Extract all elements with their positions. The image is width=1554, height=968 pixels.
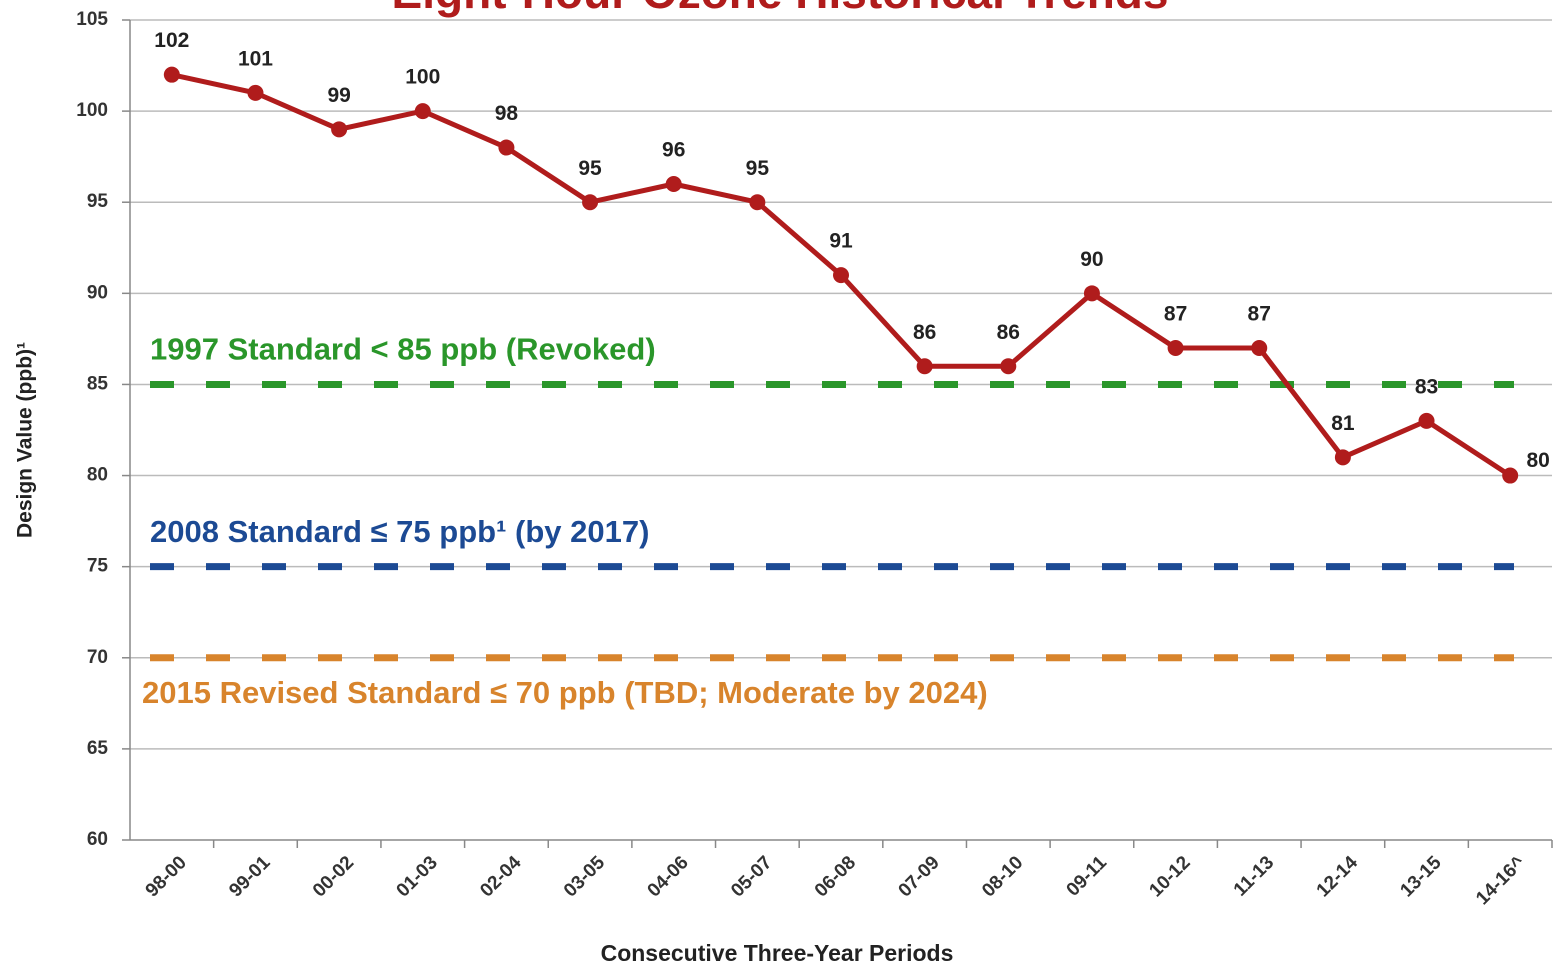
data-point (498, 139, 515, 156)
y-axis-label: Design Value (ppb)¹ (14, 342, 37, 538)
data-point (1000, 358, 1017, 375)
x-tick-label: 05-07 (727, 852, 776, 901)
x-tick-label: 13-15 (1396, 852, 1446, 902)
x-tick-label: 00-02 (309, 852, 358, 901)
data-point (1251, 340, 1268, 356)
y-tick-label: 60 (87, 829, 108, 850)
data-point (833, 267, 849, 284)
x-tick-label: 09-11 (1063, 852, 1112, 901)
reference-label: 2008 Standard ≤ 75 ppb¹ (by 2017) (150, 514, 649, 549)
y-tick-label: 95 (87, 191, 109, 212)
data-label: 90 (1080, 248, 1103, 271)
data-label: 100 (405, 66, 440, 89)
data-label: 95 (578, 157, 602, 180)
x-tick-label: 03-05 (560, 852, 610, 902)
x-tick-label: 98-00 (142, 852, 191, 901)
data-point (247, 84, 264, 101)
x-axis-label: Consecutive Three-Year Periods (601, 940, 954, 966)
data-point (582, 194, 599, 211)
y-tick-label: 90 (87, 282, 108, 303)
y-tick-label: 85 (87, 373, 109, 394)
x-tick-label: 01-03 (393, 852, 442, 901)
data-label: 98 (495, 102, 519, 125)
data-point (331, 121, 348, 138)
data-label: 81 (1331, 412, 1355, 435)
x-tick-label: 07-09 (895, 852, 944, 901)
x-tick-label: 04-06 (644, 852, 693, 901)
data-point (1334, 449, 1351, 466)
chart-title: Eight-Hour Ozone Historical Trends (392, 0, 1169, 18)
reference-label: 1997 Standard < 85 ppb (Revoked) (150, 332, 656, 367)
y-tick-label: 100 (76, 100, 108, 121)
data-point (749, 194, 766, 211)
x-tick-label: 10-12 (1145, 852, 1194, 901)
data-point (1502, 467, 1519, 484)
data-label: 83 (1415, 375, 1438, 398)
data-label: 80 (1526, 449, 1549, 472)
y-tick-label: 70 (87, 647, 108, 668)
reference-label: 2015 Revised Standard ≤ 70 ppb (TBD; Mod… (142, 675, 988, 710)
x-tick-label: 06-08 (811, 852, 860, 901)
x-tick-label: 11-13 (1230, 852, 1278, 900)
y-tick-label: 75 (87, 556, 109, 577)
data-point (163, 66, 180, 83)
data-label: 99 (327, 84, 350, 107)
data-label: 102 (154, 29, 189, 52)
data-label: 101 (238, 47, 273, 70)
x-tick-label: 12-14 (1313, 852, 1363, 902)
x-tick-label: 99-01 (225, 852, 275, 902)
data-label: 96 (662, 139, 685, 162)
data-point (1167, 340, 1184, 356)
data-point (1083, 285, 1100, 302)
data-point (665, 176, 682, 192)
data-label: 86 (913, 321, 936, 344)
x-tick-label: 02-04 (476, 852, 526, 902)
y-tick-label: 105 (76, 9, 108, 30)
data-label: 87 (1248, 303, 1271, 326)
x-tick-label: 08-10 (978, 852, 1027, 901)
data-label: 95 (746, 157, 770, 180)
data-point (414, 103, 431, 120)
x-tick-label: 14-16^ (1472, 852, 1529, 909)
data-label: 86 (997, 321, 1020, 344)
y-tick-label: 65 (87, 738, 109, 759)
data-label: 87 (1164, 303, 1187, 326)
data-point (1418, 412, 1435, 429)
data-point (916, 358, 933, 375)
y-tick-label: 80 (87, 465, 108, 486)
data-label: 91 (829, 230, 853, 253)
